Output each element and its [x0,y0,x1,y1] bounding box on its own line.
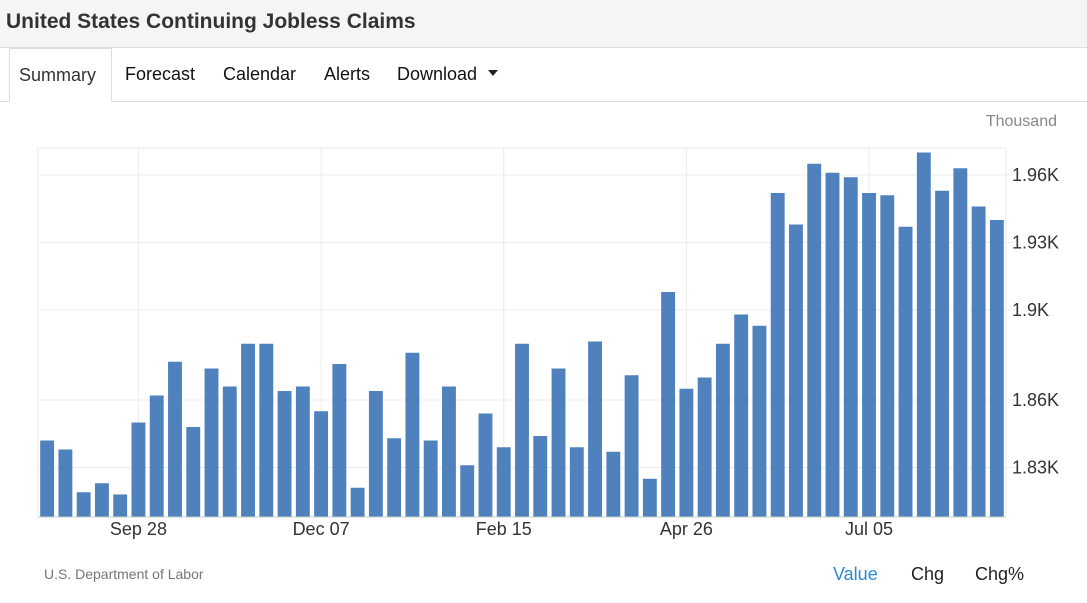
tab-download-label: Download [397,64,478,84]
bar[interactable] [935,190,950,517]
bar[interactable] [679,388,694,517]
bar[interactable] [94,483,109,517]
tab-forecast[interactable]: Forecast [125,64,196,84]
bar[interactable] [295,386,310,518]
bar[interactable] [989,220,1004,517]
y-tick-label: 1.93K [1012,233,1059,253]
bar[interactable] [149,395,164,518]
bar[interactable] [168,361,182,517]
tab-summary[interactable]: Summary [9,48,112,102]
bar[interactable] [40,440,55,518]
bar[interactable] [807,163,822,517]
bar[interactable] [76,492,91,517]
bar[interactable] [478,413,493,518]
bar[interactable] [624,375,639,517]
bar[interactable] [131,422,146,518]
bar[interactable] [789,224,803,518]
bar[interactable] [953,168,968,517]
bar[interactable] [314,411,329,517]
bar[interactable] [332,364,347,517]
bar[interactable] [277,391,292,517]
tab-calendar[interactable]: Calendar [223,64,297,84]
bar[interactable] [770,193,785,517]
bar[interactable] [113,494,128,518]
bar[interactable] [642,478,657,517]
bar[interactable] [460,465,475,517]
bar[interactable] [496,447,511,517]
bar[interactable] [862,193,876,517]
bar[interactable] [825,172,840,517]
bar[interactable] [350,487,365,517]
unit-label: Thousand [985,113,1057,130]
bar[interactable] [752,325,767,517]
bar[interactable] [515,343,529,517]
chevron-down-icon [488,70,499,77]
bar[interactable] [387,438,402,517]
x-tick-label: Jul 05 [845,519,893,539]
x-tick-label: Sep 28 [110,519,167,539]
bar[interactable] [423,440,438,518]
title-bar: United States Continuing Jobless Claims [0,0,1087,48]
x-tick-label: Feb 15 [476,519,532,539]
bar[interactable] [259,343,274,517]
bar[interactable] [697,377,712,518]
change-tab[interactable]: Chg [911,564,945,584]
y-tick-label: 1.9K [1012,300,1049,320]
change-percent-tab[interactable]: Chg% [975,564,1025,584]
bar[interactable] [533,436,548,517]
bar[interactable] [715,343,730,517]
bar[interactable] [442,386,456,518]
x-tick-label: Apr 26 [660,519,713,539]
y-tick-label: 1.83K [1012,458,1059,478]
bar[interactable] [734,314,749,518]
tab-download[interactable]: Download [397,48,499,101]
tab-alerts[interactable]: Alerts [324,64,371,84]
x-tick-label: Dec 07 [293,519,350,539]
bar[interactable] [569,447,584,517]
bar[interactable] [843,177,858,517]
bar[interactable] [588,341,602,518]
bar[interactable] [222,386,237,518]
y-tick-label: 1.96K [1012,165,1059,185]
bar[interactable] [898,226,913,517]
y-tick-label: 1.86K [1012,390,1059,410]
bar[interactable] [58,449,73,518]
bar[interactable] [606,451,621,517]
bar[interactable] [204,368,219,518]
bar[interactable] [368,391,383,517]
bar[interactable] [241,343,255,517]
value-tab[interactable]: Value [833,564,878,584]
source-label: U.S. Department of Labor [44,566,204,582]
bar[interactable] [661,292,676,517]
tab-bar: Summary Forecast Calendar Alerts Downloa… [0,48,1087,102]
bar[interactable] [880,195,895,517]
bar[interactable] [186,427,201,517]
bar[interactable] [971,206,986,518]
bar[interactable] [551,368,566,518]
bar[interactable] [916,152,931,518]
page-title: United States Continuing Jobless Claims [6,10,416,33]
bar[interactable] [405,352,420,517]
